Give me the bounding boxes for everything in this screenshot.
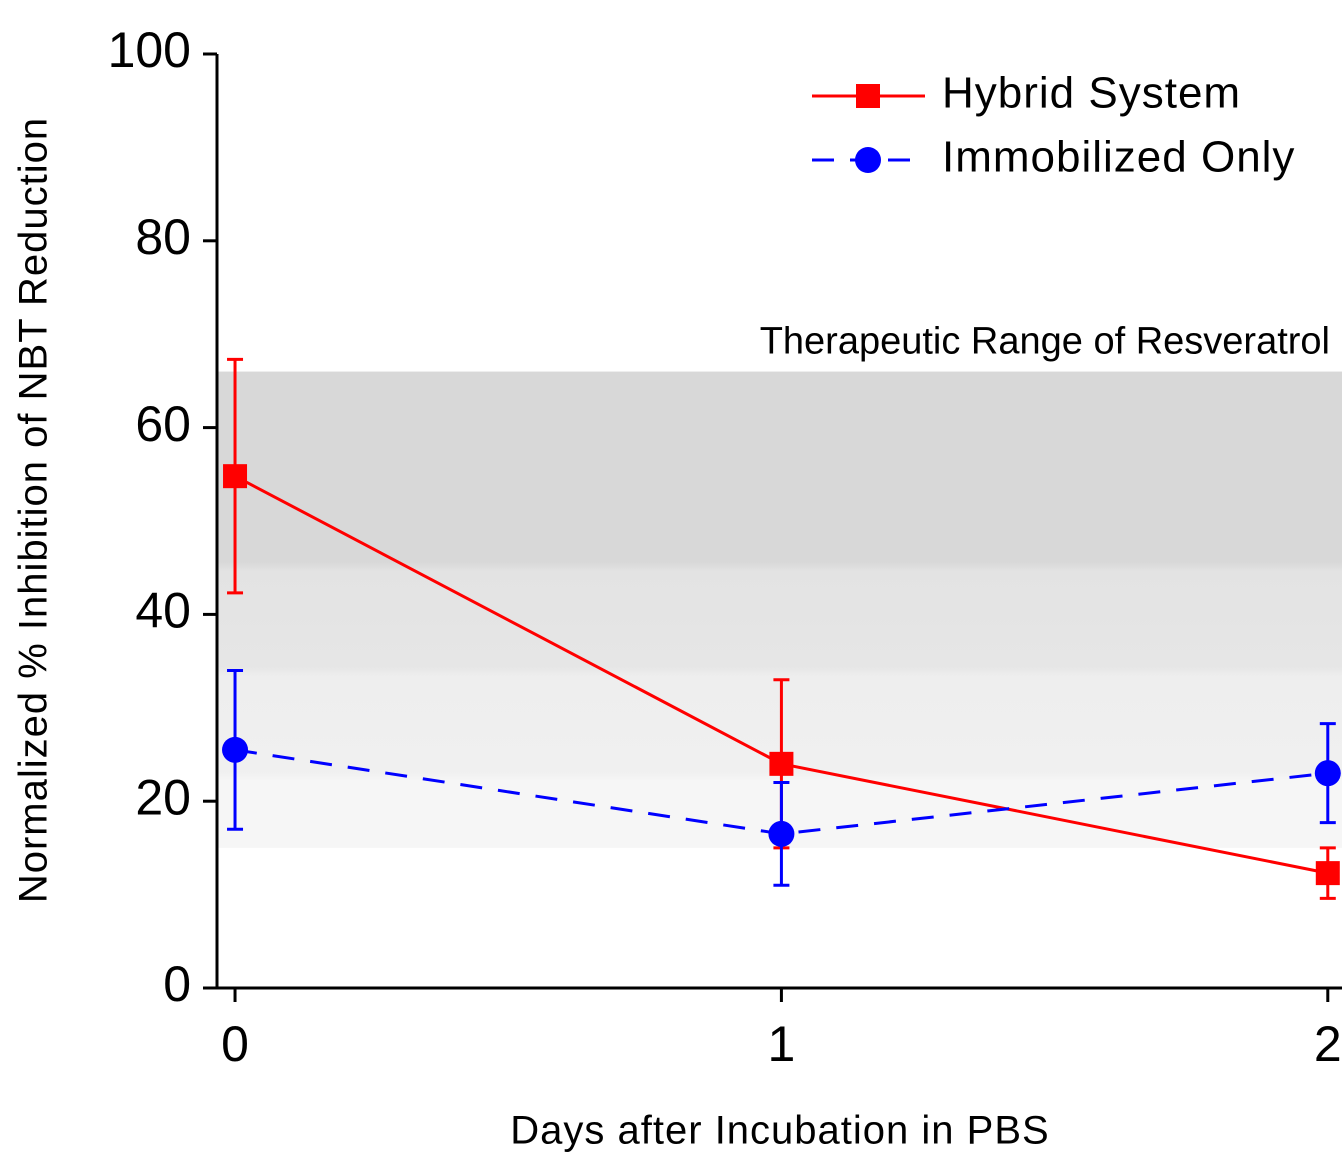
y-axis-label: Normalized % Inhibition of NBT Reduction [12, 117, 56, 903]
x-tick-label: 2 [1314, 1016, 1342, 1072]
shaded-range [217, 371, 1342, 848]
y-tick-label: 100 [108, 22, 191, 78]
x-axis-label: Days after Incubation in PBS [510, 1109, 1049, 1153]
y-tick-label: 40 [135, 583, 191, 639]
y-tick-label: 60 [135, 396, 191, 452]
data-point [769, 751, 794, 776]
legend-marker [856, 84, 880, 108]
data-point [1314, 760, 1341, 787]
legend-marker [855, 147, 881, 173]
y-tick-label: 0 [163, 956, 191, 1012]
y-tick-label: 20 [135, 769, 191, 825]
annotation: Therapeutic Range of Resveratrol [760, 321, 1330, 363]
data-point [222, 736, 249, 763]
data-point [223, 464, 248, 489]
data-point [768, 820, 795, 847]
x-tick-label: 0 [221, 1016, 249, 1072]
legend-text: Hybrid System [942, 69, 1241, 118]
legend-text: Immobilized Only [942, 133, 1295, 182]
data-point [1315, 861, 1340, 886]
x-tick-label: 1 [768, 1016, 796, 1072]
y-tick-label: 80 [135, 209, 191, 265]
